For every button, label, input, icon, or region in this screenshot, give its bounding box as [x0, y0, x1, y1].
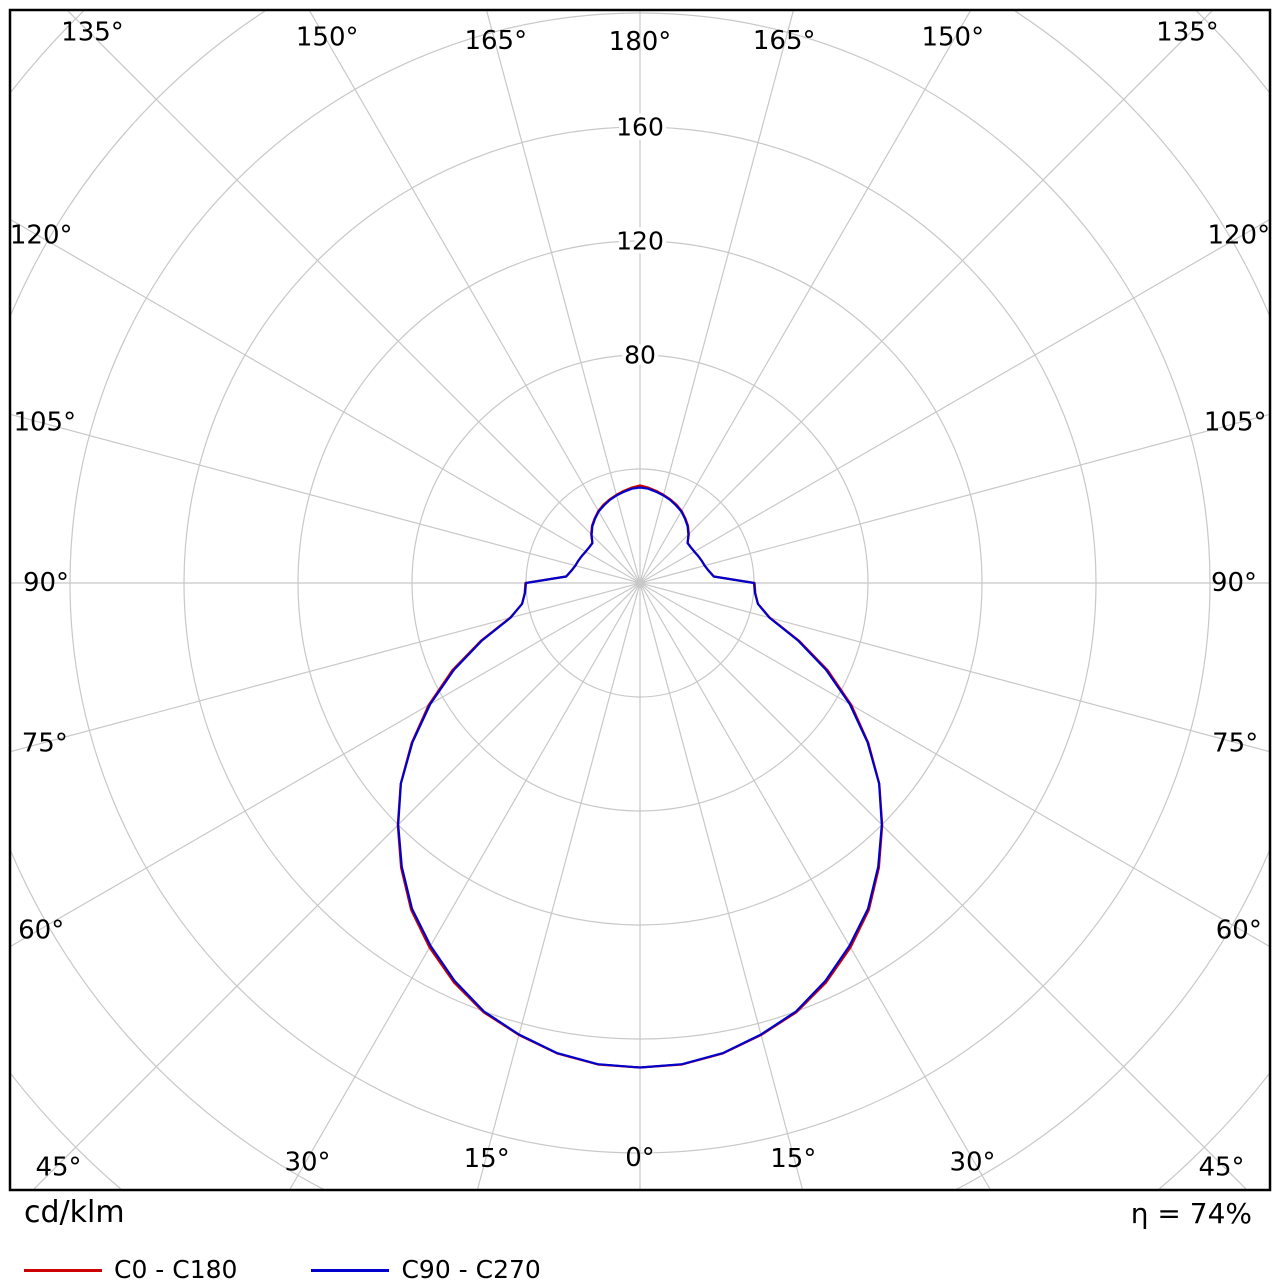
- angle-label-165-left: 165°: [464, 26, 527, 56]
- plot-frame: [8, 8, 1272, 1192]
- legend-item-c90-c270: C90 - C270: [311, 1255, 541, 1280]
- angle-label-30-right: 30°: [949, 1147, 995, 1177]
- units-label: cd/klm: [24, 1195, 125, 1230]
- grid-spoke: [288, 582, 641, 1190]
- ring-label-80: 80: [624, 341, 656, 370]
- legend-label-c90-c270: C90 - C270: [401, 1255, 541, 1280]
- angle-label-45-left: 45°: [35, 1152, 81, 1182]
- angle-label-120-right: 120°: [1207, 220, 1270, 250]
- angle-label-60-left: 60°: [18, 916, 64, 946]
- legend: C0 - C180 C90 - C270: [24, 1256, 541, 1280]
- angle-label-15-right: 15°: [770, 1144, 816, 1174]
- angle-label-15-left: 15°: [464, 1144, 510, 1174]
- angle-label-0-right: 0°: [625, 1143, 655, 1173]
- angle-label-45-right: 45°: [1198, 1152, 1244, 1182]
- grid-spoke: [66, 10, 641, 584]
- efficiency-label: η = 74%: [1130, 1197, 1252, 1230]
- polar-chart-svg: 0° 15° 15° 30° 30° 45° 45° 60° 60° 75° 75° 90° 90° 10…: [8, 8, 1272, 1192]
- grid-spoke: [10, 218, 641, 584]
- grid-spoke: [485, 10, 641, 584]
- grid-spoke: [308, 10, 641, 584]
- grid-spoke: [639, 582, 992, 1190]
- angle-label-120-left: 120°: [10, 220, 73, 250]
- grid-spoke: [639, 218, 1270, 584]
- grid-spoke: [476, 582, 641, 1190]
- legend-line-swatch-c90-c270: [311, 1268, 390, 1272]
- angle-label-30-left: 30°: [284, 1147, 330, 1177]
- angle-label-90-left: 90°: [23, 568, 69, 598]
- grid-spoke: [10, 582, 641, 948]
- grid-spoke: [639, 582, 1270, 753]
- angle-label-75-left: 75°: [22, 729, 68, 759]
- ring-label-160: 160: [616, 113, 664, 142]
- grid-spoke: [10, 582, 641, 753]
- angle-label-60-right: 60°: [1216, 916, 1262, 946]
- grid-spoke: [639, 10, 1214, 584]
- grid-spoke: [639, 582, 804, 1190]
- angle-label-150-right: 150°: [921, 23, 984, 53]
- angle-label-105-right: 105°: [1204, 408, 1267, 438]
- legend-label-c0-c180: C0 - C180: [114, 1255, 238, 1280]
- polar-grid: [10, 10, 1270, 1190]
- grid-spoke: [10, 413, 641, 584]
- angle-label-90-right: 90°: [1211, 568, 1257, 598]
- angle-label-75-right: 75°: [1212, 729, 1258, 759]
- grid-spoke: [639, 582, 1270, 948]
- angle-label-165-right: 165°: [753, 26, 816, 56]
- curve-c90-c270: [397, 486, 883, 1069]
- angle-label-135-left: 135°: [61, 18, 124, 48]
- angle-label-180-right: 180°: [609, 27, 672, 57]
- grid-spoke: [639, 413, 1270, 584]
- angle-label-150-left: 150°: [296, 23, 359, 53]
- grid-spoke: [639, 582, 1248, 1190]
- grid-spoke: [639, 10, 972, 584]
- legend-line-swatch-c0-c180: [24, 1268, 102, 1272]
- ring-label-120: 120: [616, 227, 664, 256]
- angle-label-105-left: 105°: [13, 408, 76, 438]
- angle-label-135-right: 135°: [1156, 18, 1219, 48]
- grid-spoke: [32, 582, 641, 1190]
- grid-spoke: [639, 10, 795, 584]
- legend-item-c0-c180: C0 - C180: [24, 1256, 237, 1280]
